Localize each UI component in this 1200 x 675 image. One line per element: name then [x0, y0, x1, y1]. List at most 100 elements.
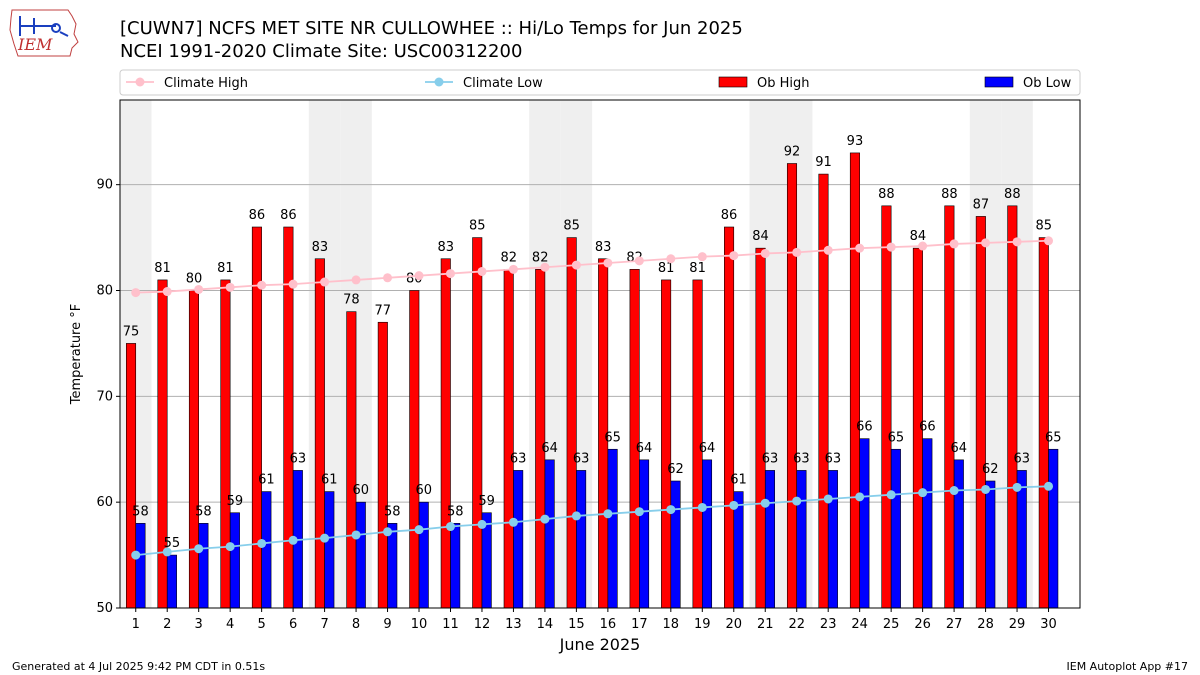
climate-high-point [477, 266, 487, 276]
climate-high-point [445, 269, 455, 279]
ob-high-bar [629, 269, 640, 609]
climate-low-point [477, 519, 487, 529]
generated-timestamp: Generated at 4 Jul 2025 9:42 PM CDT in 0… [12, 660, 266, 673]
x-tick-label: 3 [195, 617, 203, 632]
ob-low-label: 65 [1045, 430, 1062, 445]
x-tick-label: 19 [694, 617, 711, 632]
ob-low-bar [1048, 448, 1059, 609]
ob-low-label: 66 [856, 420, 873, 435]
ob-low-bar [922, 438, 933, 609]
ob-high-label: 83 [595, 240, 612, 255]
ob-low-label: 59 [478, 494, 495, 509]
x-tick-label: 27 [946, 617, 963, 632]
x-tick-label: 11 [442, 617, 459, 632]
ob-high-label: 77 [375, 303, 392, 318]
climate-low-point [320, 533, 330, 543]
y-tick-label: 90 [96, 178, 113, 193]
x-axis-label: June 2025 [559, 635, 641, 654]
ob-high-bar [881, 205, 892, 609]
x-tick-label: 22 [788, 617, 805, 632]
climate-high-point [855, 243, 865, 253]
legend-ob-low-swatch [984, 76, 1014, 88]
ob-low-label: 58 [384, 504, 401, 519]
x-tick-label: 8 [352, 617, 360, 632]
climate-high-point [414, 271, 424, 281]
climate-low-point [697, 502, 707, 512]
x-tick-label: 15 [568, 617, 585, 632]
ob-high-label: 86 [721, 208, 738, 223]
ob-high-bar [1038, 237, 1049, 609]
climate-low-point [981, 484, 991, 494]
ob-high-bar [188, 290, 199, 609]
climate-high-point [949, 239, 959, 249]
ob-low-bar [544, 459, 555, 609]
ob-low-bar [355, 501, 366, 609]
ob-high-bar [503, 269, 514, 609]
ob-low-bar [890, 448, 901, 609]
x-tick-label: 9 [383, 617, 391, 632]
ob-low-bar [261, 491, 272, 609]
ob-low-bar [953, 459, 964, 609]
ob-high-bar [786, 163, 798, 609]
ob-high-bar [661, 279, 672, 609]
chart-title-line1: [CUWN7] NCFS MET SITE NR CULLOWHEE :: Hi… [120, 18, 743, 39]
weather-station-icon [19, 16, 69, 37]
x-tick-label: 4 [226, 617, 234, 632]
ob-low-label: 58 [195, 504, 212, 519]
ob-high-label: 84 [752, 229, 769, 244]
x-tick-label: 23 [820, 617, 837, 632]
climate-low-point [760, 498, 770, 508]
ob-low-bar [576, 470, 587, 609]
legend-climate-low-marker [434, 77, 444, 87]
climate-high-point [320, 277, 330, 287]
x-tick-label: 20 [725, 617, 742, 632]
x-tick-label: 18 [663, 617, 680, 632]
ob-low-label: 60 [415, 483, 432, 498]
climate-high-point [886, 242, 896, 252]
x-tick-label: 12 [474, 617, 491, 632]
climate-low-point [351, 530, 361, 540]
ob-low-label: 64 [699, 441, 716, 456]
climate-low-point [792, 496, 802, 506]
climate-high-point [225, 282, 235, 292]
climate-high-point [257, 280, 267, 290]
ob-high-label: 85 [1036, 219, 1053, 234]
climate-low-point [414, 525, 424, 535]
ob-low-bar [796, 470, 807, 609]
climate-high-point [760, 248, 770, 258]
ob-high-bar [314, 258, 325, 609]
ob-high-label: 81 [217, 261, 234, 276]
climate-high-point [571, 260, 581, 270]
ob-high-label: 83 [312, 240, 329, 255]
y-tick-label: 80 [96, 284, 113, 299]
ob-low-bar [827, 470, 838, 609]
climate-low-point [603, 509, 613, 519]
ob-high-label: 91 [815, 155, 832, 170]
ob-low-label: 63 [793, 451, 810, 466]
ob-low-label: 65 [604, 430, 621, 445]
ob-high-bar [157, 279, 168, 609]
x-tick-label: 10 [411, 617, 428, 632]
ob-low-bar [418, 501, 429, 609]
x-tick-label: 29 [1009, 617, 1026, 632]
climate-low-point [257, 538, 267, 548]
climate-high-point [351, 275, 361, 285]
legend-climate-low-label: Climate Low [463, 76, 543, 91]
y-tick-label: 50 [96, 601, 113, 616]
x-tick-label: 25 [883, 617, 900, 632]
ob-low-label: 61 [258, 473, 275, 488]
x-tick-label: 6 [289, 617, 297, 632]
ob-low-label: 55 [164, 536, 181, 551]
ob-low-bar [324, 491, 335, 609]
x-tick-label: 1 [132, 617, 140, 632]
ob-low-label: 63 [825, 451, 842, 466]
ob-low-label: 58 [132, 504, 149, 519]
ob-high-bar [346, 311, 357, 609]
ob-high-label: 75 [123, 324, 140, 339]
chart-title-line2: NCEI 1991-2020 Climate Site: USC00312200 [120, 41, 523, 62]
ob-high-bar [818, 173, 829, 609]
ob-low-label: 63 [762, 451, 779, 466]
climate-low-point [288, 535, 298, 545]
y-tick-label: 70 [96, 389, 113, 404]
climate-low-point [383, 527, 393, 537]
